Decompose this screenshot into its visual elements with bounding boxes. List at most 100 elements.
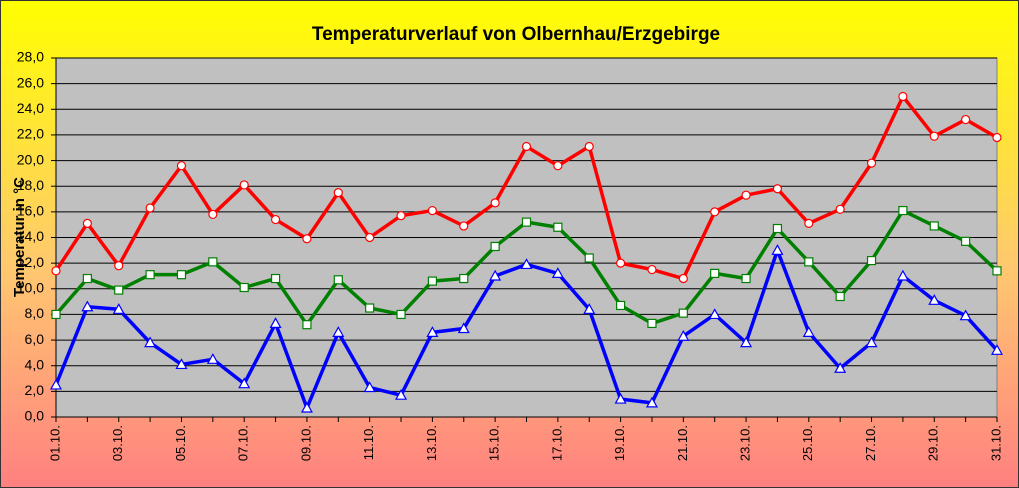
- marker: [928, 294, 941, 305]
- marker: [396, 211, 406, 221]
- marker: [708, 308, 721, 320]
- marker: [647, 264, 657, 275]
- marker: [804, 257, 814, 267]
- y-tick-label: 16,0: [17, 203, 44, 219]
- marker: [144, 336, 157, 348]
- marker: [959, 309, 972, 321]
- marker: [521, 141, 532, 152]
- y-tick-label: 28,0: [17, 49, 44, 65]
- marker: [614, 392, 627, 404]
- x-tick-label: 11.10.: [361, 425, 376, 460]
- x-tick-label: 29.10.: [926, 425, 941, 461]
- x-tick-label: 05.10.: [173, 425, 188, 461]
- marker: [677, 329, 690, 341]
- marker: [208, 257, 218, 267]
- marker: [176, 270, 187, 280]
- marker: [365, 232, 375, 243]
- y-tick-label: 8,0: [25, 305, 45, 321]
- x-tick-label: 27.10.: [863, 425, 878, 461]
- marker: [929, 221, 939, 231]
- marker: [772, 223, 783, 234]
- marker: [489, 269, 502, 281]
- marker: [365, 303, 375, 313]
- marker: [270, 214, 281, 225]
- y-tick-label: 10,0: [17, 279, 44, 295]
- marker: [645, 396, 658, 408]
- marker: [49, 378, 63, 390]
- marker: [710, 268, 720, 278]
- marker: [302, 234, 312, 244]
- marker: [459, 221, 469, 231]
- marker: [551, 267, 564, 278]
- marker: [81, 300, 94, 312]
- marker: [490, 241, 500, 252]
- marker: [175, 358, 188, 370]
- x-tick-label: 01.10.: [47, 425, 62, 461]
- marker: [583, 303, 596, 314]
- y-axis-title: Temperatur in °C: [11, 177, 28, 297]
- y-tick-label: 18,0: [17, 177, 44, 193]
- marker: [584, 141, 594, 152]
- y-tick-label: 4,0: [25, 356, 45, 372]
- marker: [929, 131, 939, 141]
- marker: [459, 273, 469, 284]
- x-tick-label: 23.10.: [738, 425, 753, 461]
- marker: [269, 317, 282, 329]
- y-tick-label: 2,0: [25, 382, 45, 398]
- marker: [82, 273, 92, 284]
- x-tick-label: 09.10.: [298, 425, 313, 461]
- x-tick-label: 19.10.: [612, 425, 627, 461]
- marker: [898, 205, 908, 216]
- marker: [208, 209, 218, 220]
- x-tick-label: 07.10.: [236, 425, 251, 461]
- marker: [333, 275, 343, 285]
- marker: [835, 291, 845, 302]
- marker: [804, 218, 814, 228]
- marker: [992, 266, 1002, 276]
- marker: [615, 300, 626, 311]
- marker: [896, 269, 909, 281]
- marker: [990, 344, 1004, 355]
- marker: [114, 285, 124, 295]
- y-tick-label: 0,0: [25, 408, 45, 424]
- marker: [145, 270, 155, 280]
- marker: [553, 161, 563, 171]
- marker: [395, 388, 408, 400]
- marker: [520, 258, 533, 270]
- marker: [678, 273, 688, 284]
- marker: [332, 326, 345, 337]
- marker: [333, 188, 343, 198]
- marker: [427, 276, 437, 286]
- marker: [553, 222, 563, 232]
- marker: [145, 203, 155, 213]
- y-tick-label: 22,0: [17, 126, 44, 142]
- marker: [302, 320, 312, 330]
- x-tick-label: 03.10.: [110, 425, 125, 461]
- marker: [51, 309, 61, 320]
- marker: [835, 204, 845, 214]
- y-tick-label: 24,0: [17, 100, 44, 116]
- marker: [82, 218, 92, 228]
- marker: [866, 158, 877, 168]
- marker: [490, 198, 500, 208]
- marker: [678, 308, 688, 318]
- marker: [710, 207, 720, 217]
- marker: [270, 273, 281, 284]
- marker: [647, 318, 657, 329]
- marker: [961, 236, 971, 246]
- marker: [206, 353, 219, 364]
- x-tick-label: 13.10.: [424, 425, 439, 461]
- marker: [898, 91, 908, 102]
- marker: [771, 244, 784, 255]
- marker: [584, 253, 594, 263]
- marker: [615, 258, 626, 268]
- y-tick-label: 12,0: [17, 254, 44, 270]
- marker: [772, 184, 783, 194]
- marker: [114, 261, 124, 271]
- marker: [802, 326, 815, 337]
- y-tick-label: 14,0: [17, 228, 44, 244]
- x-tick-label: 21.10.: [675, 425, 690, 461]
- marker: [992, 132, 1002, 143]
- marker: [176, 161, 187, 171]
